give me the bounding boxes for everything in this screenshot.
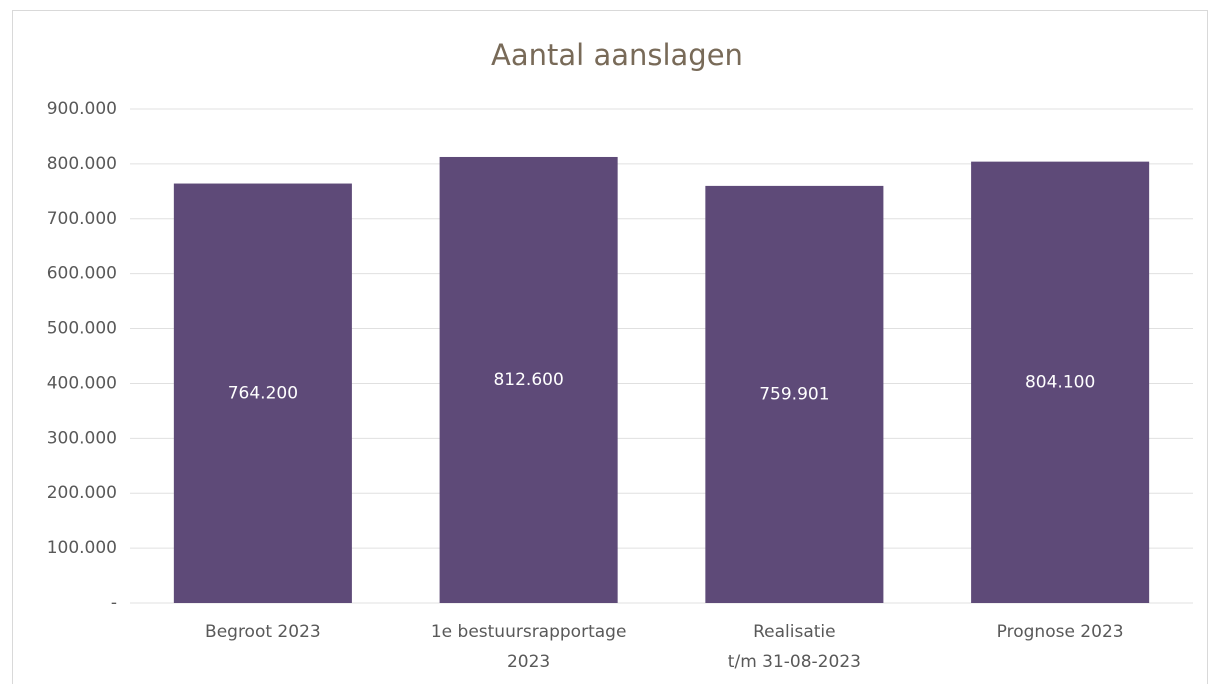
x-tick-label: Begroot 2023 xyxy=(205,622,321,642)
y-tick-label: 700.000 xyxy=(47,209,117,229)
bar xyxy=(971,161,1150,604)
y-tick-label: - xyxy=(111,593,117,613)
y-tick-label: 500.000 xyxy=(47,319,117,339)
value-label: 764.200 xyxy=(228,383,298,403)
y-tick-label: 300.000 xyxy=(47,428,117,448)
y-tick-label: 900.000 xyxy=(47,99,117,119)
y-tick-label: 200.000 xyxy=(47,483,117,503)
x-tick-label: 1e bestuursrapportage 2023 xyxy=(431,622,627,672)
bar xyxy=(173,183,352,603)
y-tick-label: 100.000 xyxy=(47,538,117,558)
chart-title: Aantal aanslagen xyxy=(491,38,743,72)
y-tick-label: 800.000 xyxy=(47,154,117,174)
x-tick-label: Prognose 2023 xyxy=(997,622,1124,642)
value-label: 759.901 xyxy=(759,384,829,404)
bar xyxy=(439,156,618,603)
y-tick-label: 600.000 xyxy=(47,264,117,284)
bar xyxy=(705,185,884,603)
x-tick-label: Realisatie t/m 31-08-2023 xyxy=(728,622,861,672)
value-label: 804.100 xyxy=(1025,372,1095,392)
y-tick-label: 400.000 xyxy=(47,373,117,393)
value-label: 812.600 xyxy=(493,370,563,390)
